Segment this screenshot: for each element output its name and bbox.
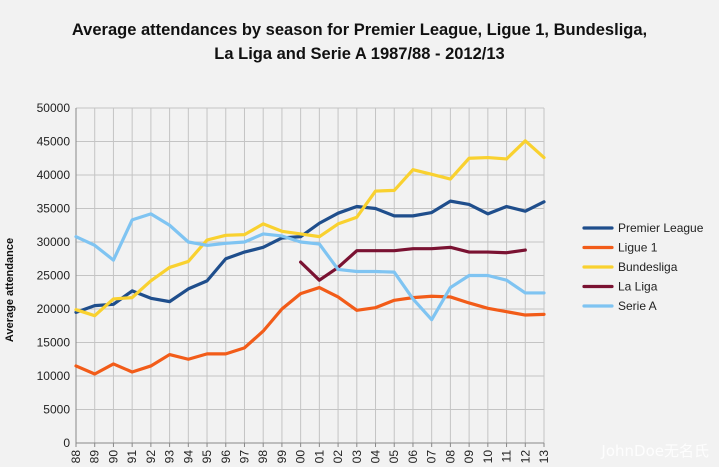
watermark: JohnDoe无名氏 [601,442,709,460]
x-tick-label: 12 [518,450,532,464]
x-tick-label: 02 [331,450,345,464]
x-tick-label: 11 [500,450,514,463]
x-tick-label: 00 [294,450,308,464]
series-line-premier-league [74,199,546,314]
series-line-bundesliga [74,139,546,318]
x-tick-label: 92 [144,450,158,464]
legend-label-ligue-1: Ligue 1 [618,241,658,255]
series-line-ligue-1 [74,285,546,376]
x-tick-label: 09 [462,450,476,464]
chart-title-line-2: La Liga and Serie A 1987/88 - 2012/13 [214,45,505,63]
x-tick-label: 05 [387,450,401,464]
x-tick-label: 07 [425,450,439,464]
legend-label-serie-a: Serie A [618,299,657,313]
x-tick-label: 03 [350,450,364,464]
legend-label-premier-league: Premier League [618,221,704,235]
y-tick-label: 0 [63,436,70,450]
x-tick-label: 06 [406,450,420,464]
x-tick-label: 13 [537,450,551,464]
chart-title: Average attendances by season for Premie… [0,18,719,66]
x-tick-label: 88 [69,450,83,464]
y-tick-label: 40000 [37,168,71,182]
series-line-serie-a [74,212,546,322]
legend-label-bundesliga: Bundesliga [618,260,678,274]
x-tick-label: 90 [106,450,120,464]
y-tick-label: 25000 [37,269,71,283]
x-tick-label: 89 [88,450,102,464]
y-tick-label: 45000 [37,135,71,149]
x-tick-label: 10 [481,450,495,464]
x-tick-label: 93 [163,450,177,464]
y-tick-label: 5000 [43,403,70,417]
x-tick-label: 91 [125,450,139,464]
y-tick-label: 20000 [37,302,71,316]
y-tick-label: 35000 [37,202,71,216]
y-tick-label: 50000 [37,101,71,115]
x-tick-label: 97 [237,450,251,464]
y-tick-label: 15000 [37,336,71,350]
x-tick-label: 04 [369,450,383,464]
x-tick-label: 99 [275,450,289,464]
legend-label-la-liga: La Liga [618,280,658,294]
x-tick-label: 01 [312,450,326,464]
y-axis-label: Average attendance [4,238,16,342]
x-tick-label: 96 [219,450,233,464]
chart-title-line-1: Average attendances by season for Premie… [71,21,648,39]
x-tick-label: 94 [181,450,195,464]
x-tick-label: 08 [443,450,457,464]
y-tick-label: 10000 [37,369,71,383]
x-tick-label: 95 [200,450,214,464]
x-tick-label: 98 [256,450,270,464]
y-tick-label: 30000 [37,235,71,249]
